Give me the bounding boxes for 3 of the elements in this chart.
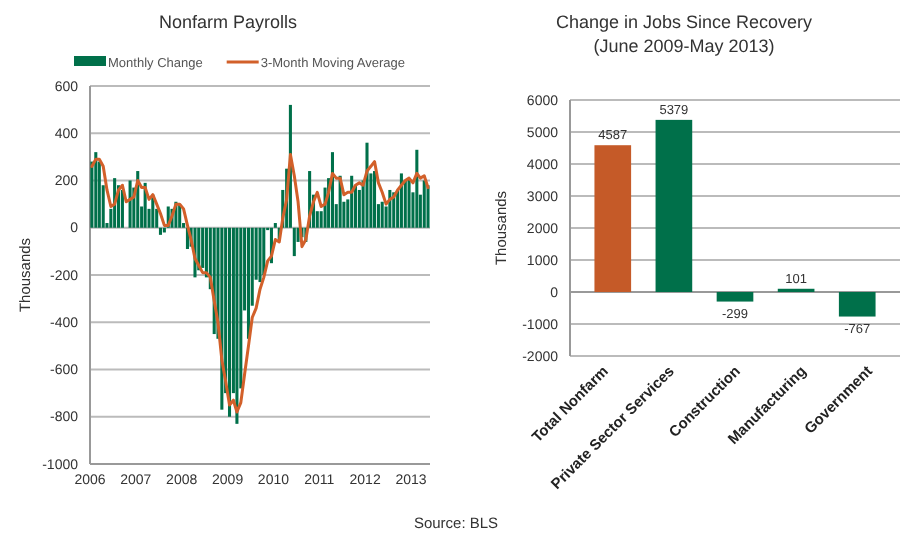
chart-subtitle: (June 2009-May 2013): [593, 36, 775, 56]
chart-title: Nonfarm Payrolls: [158, 12, 299, 32]
chart-title: Change in Jobs Since Recovery: [555, 12, 814, 32]
